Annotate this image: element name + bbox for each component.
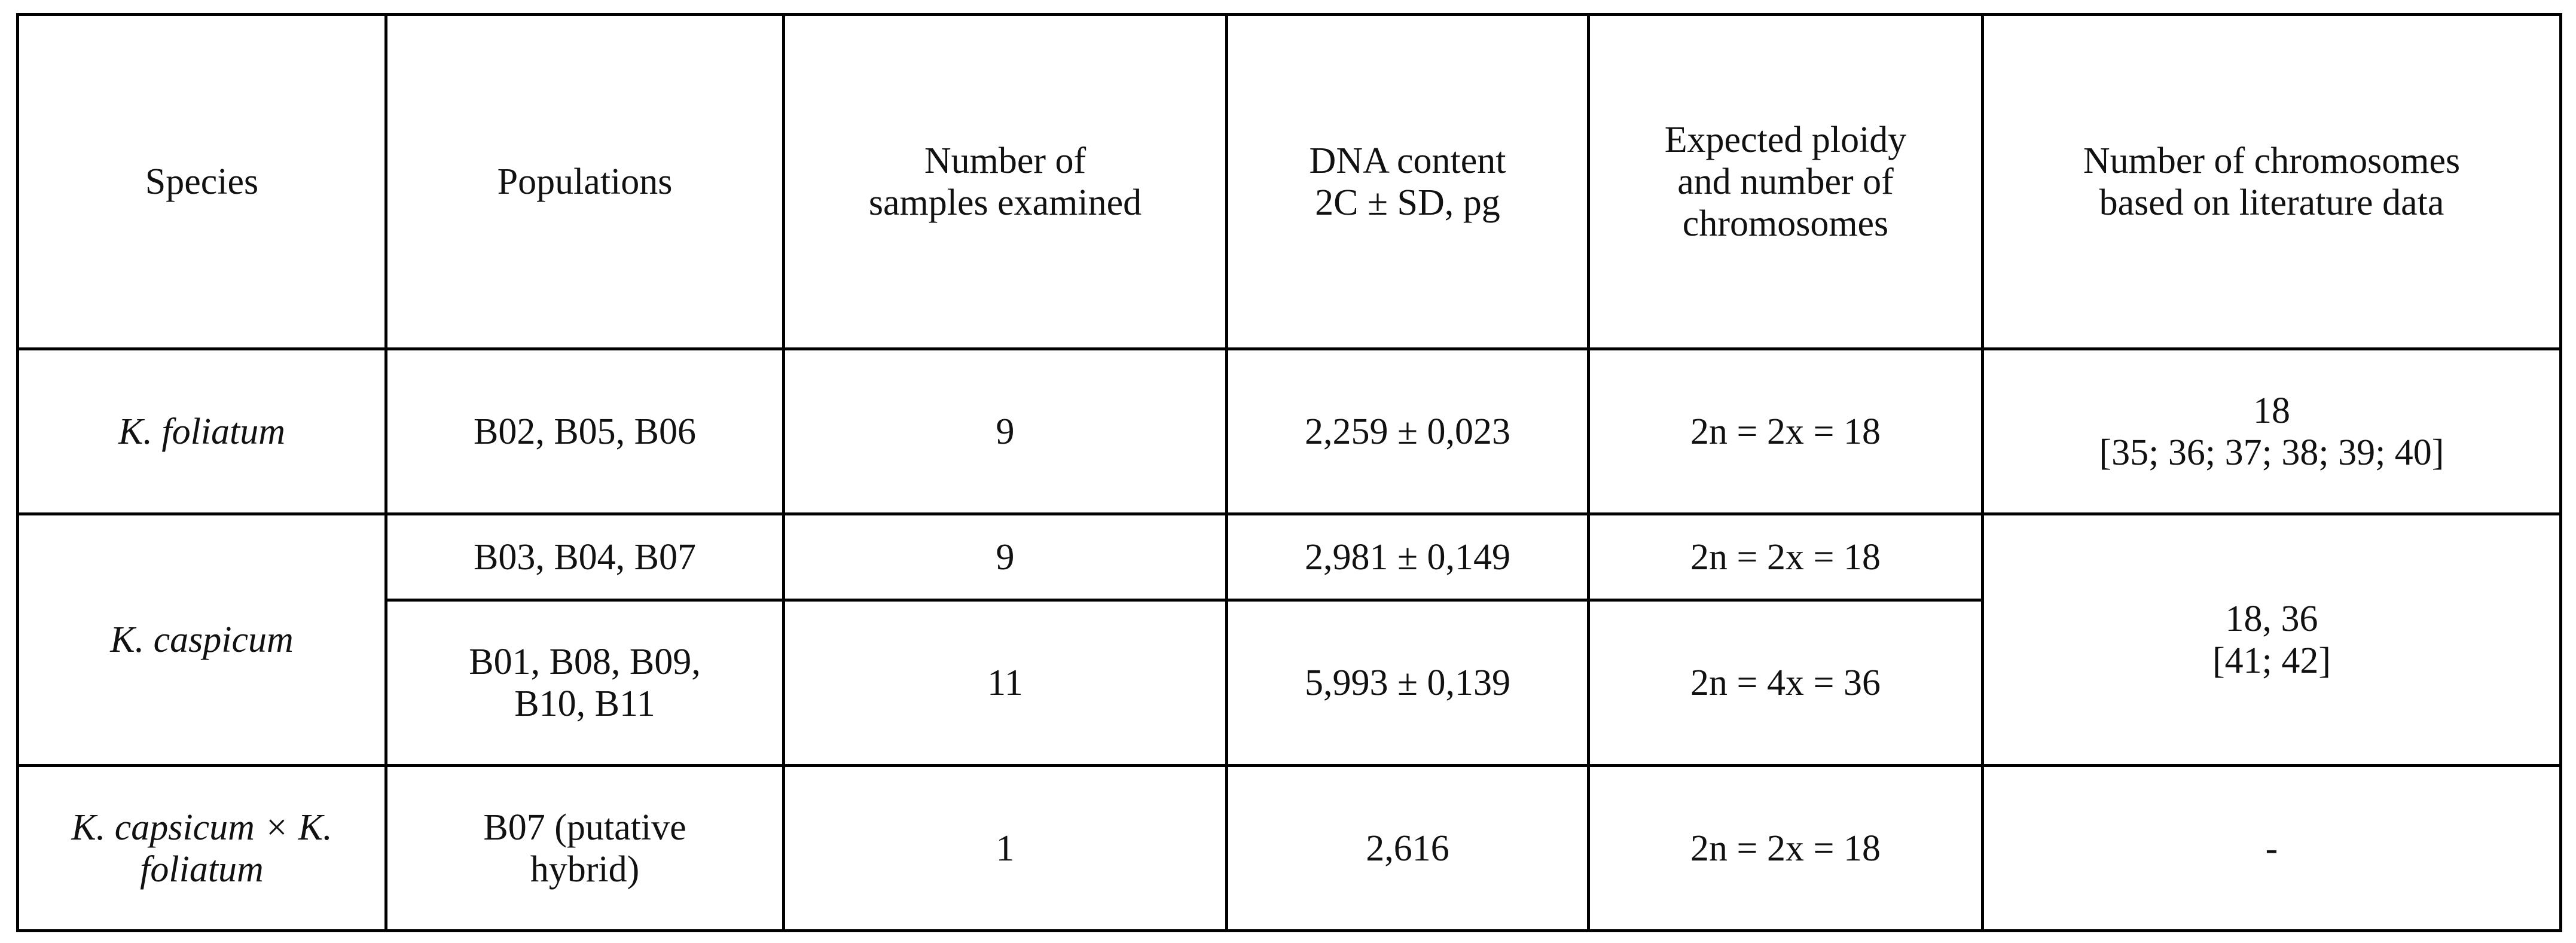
cell-line: - [2265,828,2278,869]
table-cell: 2n = 2x = 18 [1587,764,1984,932]
table-cell: 2,616 [1225,764,1590,932]
cell-line: 2C ± SD, pg [1315,182,1500,223]
header-cell: Expected ploidy and number of chromosomes [1587,13,1984,350]
header-cell: Species [16,13,387,350]
table-row: K. foliatum B02, B05, B06 9 2,259 ± 0,023 2n… [16,347,2562,515]
cell-line: K. foliatum [118,411,286,452]
table-row: K. capsicum × K. foliatum B07 (putative hyb… [16,764,2562,932]
table-cell: B02, B05, B06 [384,347,785,515]
table-row: Species Populations Number of samples exami… [16,13,2562,350]
table-cell: 18, 36 [41; 42] [1981,512,2562,767]
table-cell: B03, B04, B07 [384,512,785,602]
table-cell: 1 [782,764,1228,932]
cell-line: B07 (putative [483,807,686,848]
header-cell: DNA content 2C ± SD, pg [1225,13,1590,350]
header-cell: Number of chromosomes based on literature… [1981,13,2562,350]
cell-line: B02, B05, B06 [473,411,697,452]
cell-line: [41; 42] [2212,640,2331,681]
cell-line: B03, B04, B07 [473,536,697,578]
table-cell: 5,993 ± 0,139 [1225,599,1590,767]
cell-line: [35; 36; 37; 38; 39; 40] [2099,432,2444,473]
cell-line: hybrid) [530,849,640,890]
cell-line: Populations [497,161,673,202]
cell-line: and number of [1677,161,1894,202]
cell-line: Species [145,161,259,202]
cell-line: 9 [996,411,1015,452]
cell-line: samples examined [868,182,1142,223]
table-cell: B01, B08, B09, B10, B11 [384,599,785,767]
table-cell: 18 [35; 36; 37; 38; 39; 40] [1981,347,2562,515]
cell-line: 11 [987,663,1023,703]
table-cell: 2,981 ± 0,149 [1225,512,1590,602]
cell-line: DNA content [1309,141,1506,181]
cell-line: based on literature data [2099,182,2444,223]
cell-line: 2,981 ± 0,149 [1304,536,1511,578]
cell-line: chromosomes [1682,203,1889,244]
table-row: B01, B08, B09, B10, B11 11 5,993 ± 0,139 2n … [18,599,2561,767]
cell-line: Expected ploidy [1664,120,1907,160]
cell-line: 2n = 2x = 18 [1690,536,1881,578]
table-cell: - [1981,764,2562,932]
table-row: K. caspicum B03, B04, B07 9 2,981 ± 0,149 2n… [16,512,2562,767]
cell-line: 9 [996,536,1015,578]
table-cell: K. capsicum × K. foliatum [16,764,387,932]
data-table: Species Populations Number of samples exami… [16,13,2562,932]
table-cell: K. foliatum [16,347,387,515]
header-cell: Populations [384,13,785,350]
header-cell: Number of samples examined [782,13,1228,350]
cell-line: B10, B11 [514,683,655,724]
table-cell: 9 [782,347,1228,515]
cell-line: 1 [996,828,1015,869]
table-cell: K. caspicum [16,512,387,767]
cell-line: foliatum [140,849,264,890]
cell-line: 2,259 ± 0,023 [1304,411,1511,452]
cell-line: B01, B08, B09, [469,642,701,682]
table-cell: 2,259 ± 0,023 [1225,347,1590,515]
table-cell: 2n = 2x = 18 [1587,512,1984,602]
table-cell: 2n = 4x = 36 [1587,599,1984,767]
table-cell: B07 (putative hybrid) [384,764,785,932]
cell-line: 2n = 2x = 18 [1690,828,1881,869]
cell-line: 18, 36 [2225,599,2318,639]
cell-line: Number of chromosomes [2083,141,2461,181]
cell-line: K. capsicum × K. [71,807,332,848]
cell-line: 2n = 4x = 36 [1690,663,1881,703]
cell-line: 5,993 ± 0,139 [1304,663,1511,703]
table-cell: 11 [782,599,1228,767]
cell-line: 2n = 2x = 18 [1690,411,1881,452]
cell-line: K. caspicum [110,619,294,660]
table-cell: 2n = 2x = 18 [1587,347,1984,515]
cell-line: 2,616 [1366,828,1449,869]
cell-line: Number of [924,141,1086,181]
cell-line: 18 [2253,390,2290,431]
table-cell: 9 [782,512,1228,602]
